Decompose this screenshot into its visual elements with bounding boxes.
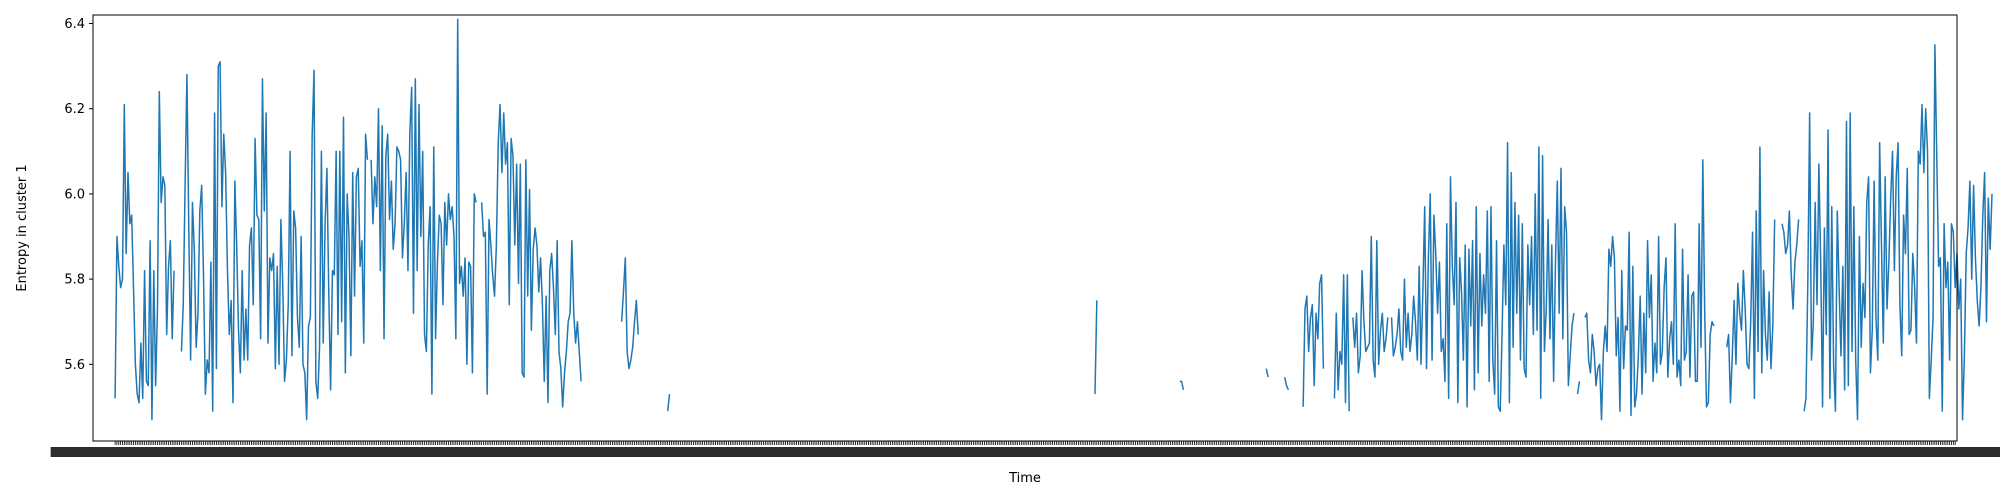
x-axis-ticks	[50, 441, 2000, 457]
y-tick-label: 6.0	[64, 187, 85, 202]
series-line-segment	[180, 61, 369, 421]
series-line-segment	[114, 90, 175, 421]
x-tick-label-band	[50, 447, 2000, 457]
y-axis-ticks: 5.6 5.8 6.0 6.2 6.4	[64, 17, 93, 373]
series-line-segment	[1283, 376, 1290, 391]
series-line-segment	[1390, 142, 1575, 412]
series-line-segment	[1333, 274, 1350, 412]
series-line-segment	[1584, 159, 1715, 421]
axes-frame	[92, 14, 1958, 442]
series-line-segment	[1576, 381, 1581, 395]
series-line-segment	[1265, 368, 1269, 378]
x-axis-label: Time	[1008, 471, 1041, 486]
series-line-segment	[1803, 44, 1993, 421]
series-line-segment	[1352, 235, 1389, 378]
y-tick-label: 6.4	[64, 17, 85, 32]
series-line-segment	[1094, 300, 1098, 395]
series-line-segment	[370, 18, 477, 395]
plot-area	[114, 18, 1993, 421]
y-tick-label: 6.2	[64, 102, 85, 117]
series-line-segment	[480, 103, 582, 408]
series-line-segment	[1302, 274, 1325, 407]
series-line-segment	[666, 394, 671, 412]
x-tick-marks	[114, 441, 1956, 445]
series-line-segment	[1726, 146, 1776, 404]
y-tick-label: 5.6	[64, 358, 85, 373]
series-line-segment	[620, 257, 639, 370]
y-axis-label: Entropy in cluster 1	[15, 164, 30, 291]
series-line-segment	[1179, 380, 1185, 391]
series-line-segment	[1781, 210, 1800, 310]
y-tick-label: 5.8	[64, 273, 85, 288]
